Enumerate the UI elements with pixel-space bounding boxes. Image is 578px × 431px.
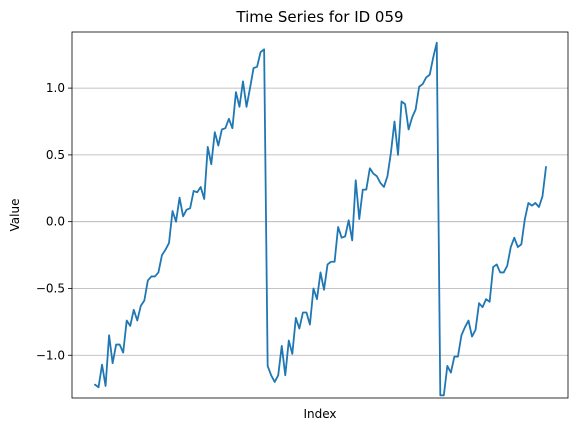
chart-title: Time Series for ID 059 xyxy=(235,8,403,26)
x-axis-label: Index xyxy=(303,407,336,421)
y-tick-label: −0.5 xyxy=(36,281,65,295)
series-layer xyxy=(94,41,547,397)
y-tick-label: 0.0 xyxy=(46,215,65,229)
plot-area-frame xyxy=(71,31,569,399)
y-tick-label: 0.5 xyxy=(46,148,65,162)
y-axis-ticks: 1.0 0.5 0.0 −0.5 −1.0 xyxy=(36,81,72,362)
y-axis-label: Value xyxy=(8,199,22,232)
y-tick-label: −1.0 xyxy=(36,348,65,362)
y-tick-label: 1.0 xyxy=(46,81,65,95)
y-gridlines xyxy=(72,87,568,356)
series-line xyxy=(94,41,547,397)
